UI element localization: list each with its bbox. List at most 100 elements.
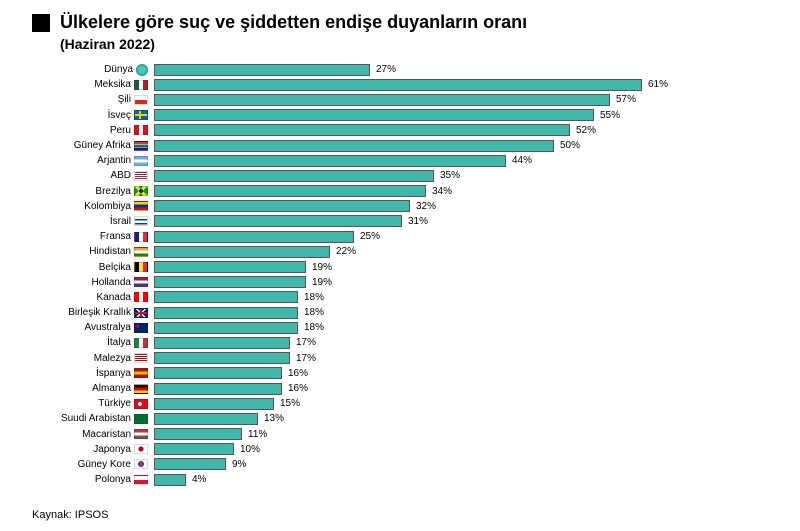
country-label: Avustralya [84, 322, 131, 333]
source-label: Kaynak: IPSOS [32, 509, 108, 521]
chart-row: Almanya16% [0, 381, 800, 396]
chart-row: Fransa25% [0, 229, 800, 244]
label-col: Arjantin [0, 155, 150, 166]
country-label: Brezilya [95, 186, 131, 197]
bar-col: 61% [150, 79, 800, 91]
flag-icon [134, 232, 148, 242]
value-label: 4% [192, 474, 206, 485]
flag-icon [134, 308, 148, 318]
flag-icon [134, 444, 148, 454]
label-col: Güney Afrika [0, 140, 150, 151]
chart-row: Şili57% [0, 92, 800, 107]
value-label: 15% [280, 398, 300, 409]
country-label: Peru [110, 125, 131, 136]
bar [154, 124, 570, 136]
flag-icon [134, 475, 148, 485]
title-bullet [32, 14, 50, 32]
chart-row: Malezya17% [0, 351, 800, 366]
label-col: Güney Kore [0, 459, 150, 470]
value-label: 18% [304, 292, 324, 303]
chart-row: Peru 52% [0, 123, 800, 138]
bar-col: 22% [150, 246, 800, 258]
bar [154, 79, 642, 91]
bar [154, 109, 594, 121]
bar [154, 64, 370, 76]
country-label: ABD [110, 170, 131, 181]
flag-icon [134, 156, 148, 166]
value-label: 52% [576, 125, 596, 136]
bar [154, 413, 258, 425]
label-col: Birleşik Krallık [0, 307, 150, 318]
label-col: İsveç [0, 110, 150, 121]
value-label: 22% [336, 246, 356, 257]
flag-icon [134, 368, 148, 378]
value-label: 44% [512, 155, 532, 166]
label-col: Hollanda [0, 277, 150, 288]
bar-col: 55% [150, 109, 800, 121]
bar [154, 352, 290, 364]
flag-icon [134, 414, 148, 424]
flag-icon [134, 247, 148, 257]
value-label: 61% [648, 79, 668, 90]
country-label: Belçika [99, 262, 131, 273]
value-label: 19% [312, 262, 332, 273]
chart-title: Ülkelere göre suç ve şiddetten endişe du… [60, 12, 527, 34]
bar [154, 322, 298, 334]
bar-col: 17% [150, 337, 800, 349]
value-label: 16% [288, 368, 308, 379]
country-label: Birleşik Krallık [68, 307, 131, 318]
bar-col: 4% [150, 474, 800, 486]
label-col: Malezya [0, 353, 150, 364]
flag-icon [134, 186, 148, 196]
label-col: Kanada [0, 292, 150, 303]
country-label: İspanya [96, 368, 131, 379]
flag-icon [134, 110, 148, 120]
bar [154, 276, 306, 288]
flag-icon [134, 353, 148, 363]
bar [154, 474, 186, 486]
bar [154, 94, 610, 106]
value-label: 50% [560, 140, 580, 151]
bar-col: 18% [150, 322, 800, 334]
flag-icon [134, 459, 148, 469]
country-label: Güney Kore [78, 459, 131, 470]
bar [154, 291, 298, 303]
flag-icon [134, 338, 148, 348]
bar-col: 44% [150, 155, 800, 167]
bar-col: 11% [150, 428, 800, 440]
value-label: 13% [264, 413, 284, 424]
value-label: 18% [304, 307, 324, 318]
chart-row: Meksika61% [0, 77, 800, 92]
bar [154, 307, 298, 319]
country-label: Hindistan [89, 246, 131, 257]
country-label: Japonya [93, 444, 131, 455]
label-col: Belçika [0, 262, 150, 273]
value-label: 11% [248, 429, 267, 440]
value-label: 32% [416, 201, 436, 212]
bar-col: 52% [150, 124, 800, 136]
bar-col: 32% [150, 200, 800, 212]
flag-icon [134, 323, 148, 333]
chart-row: Birleşik Krallık 18% [0, 305, 800, 320]
flag-icon [134, 95, 148, 105]
title-block: Ülkelere göre suç ve şiddetten endişe du… [60, 12, 527, 52]
flag-icon [134, 80, 148, 90]
chart-row: Hindistan 22% [0, 244, 800, 259]
label-col: Polonya [0, 474, 150, 485]
chart-row: Belçika 19% [0, 259, 800, 274]
chart-row: Macaristan11% [0, 427, 800, 442]
chart-row: Japonya10% [0, 442, 800, 457]
globe-icon [136, 64, 148, 76]
value-label: 16% [288, 383, 308, 394]
flag-icon [134, 125, 148, 135]
chart-row: Dünya27% [0, 62, 800, 77]
chart-row: Polonya 4% [0, 472, 800, 487]
bar [154, 200, 410, 212]
country-label: Malezya [94, 353, 131, 364]
bar [154, 185, 426, 197]
chart-header: Ülkelere göre suç ve şiddetten endişe du… [0, 0, 800, 52]
country-label: İsveç [108, 110, 131, 121]
value-label: 55% [600, 110, 620, 121]
flag-icon [134, 201, 148, 211]
bar-col: 18% [150, 291, 800, 303]
